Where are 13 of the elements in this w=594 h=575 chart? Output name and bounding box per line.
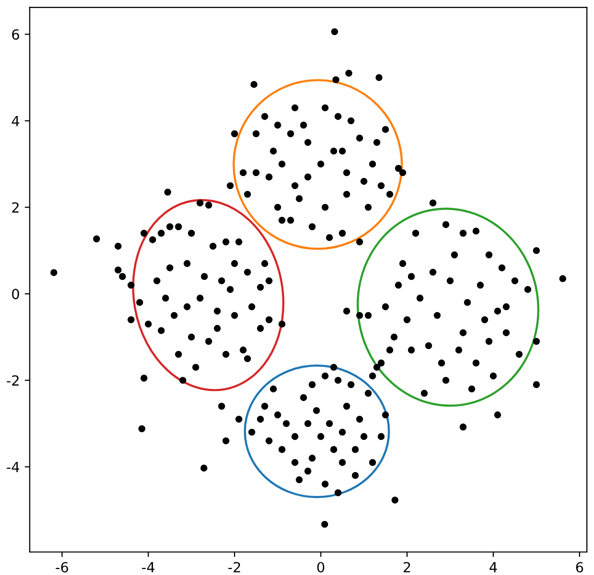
y-tick-label: -2 (6, 375, 19, 386)
y-tick-label: 2 (12, 202, 19, 213)
x-tick-label: -6 (56, 562, 68, 572)
y-tick-label: 6 (12, 29, 20, 40)
x-tick-label: 0 (317, 562, 324, 572)
x-tick-label: -4 (142, 562, 154, 572)
x-tick-label: 4 (490, 562, 497, 572)
y-tick-label: 4 (12, 116, 20, 126)
x-tick-label: 6 (576, 562, 584, 572)
y-tick-label: -4 (6, 462, 20, 472)
x-tick-label: 2 (404, 562, 410, 572)
y-tick-label: 0 (12, 288, 20, 300)
x-tick-label: -2 (228, 562, 240, 572)
